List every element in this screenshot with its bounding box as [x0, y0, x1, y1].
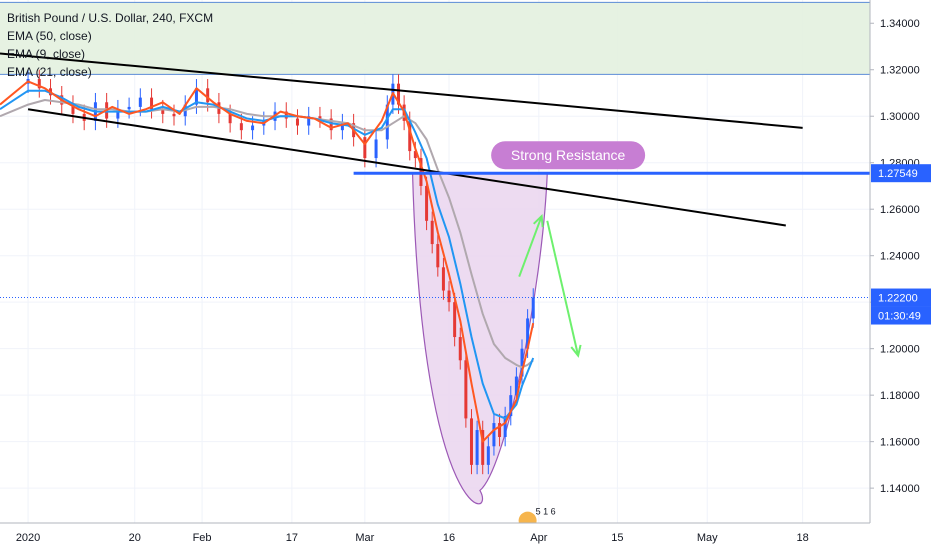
candle-body: [453, 302, 457, 338]
candle-body: [150, 97, 154, 110]
down-arrow-head: [570, 344, 582, 358]
time-tick-label: 20: [129, 532, 141, 544]
candle-body: [464, 360, 468, 419]
time-tick-label: 17: [286, 532, 298, 544]
cup-pattern: [411, 172, 548, 505]
resistance-tag-bg: [871, 164, 931, 183]
up-arrow-head: [533, 214, 544, 228]
countdown-tag-bg: [871, 306, 931, 325]
ema9-line: [0, 80, 535, 443]
candle-body: [503, 416, 507, 437]
candle-body: [295, 118, 299, 126]
candle-body: [509, 395, 513, 417]
candle-body: [116, 109, 120, 119]
supply-zone: [0, 2, 870, 75]
candle-body: [374, 139, 378, 159]
callout-text: Strong Resistance: [511, 147, 626, 163]
candle-body: [318, 116, 322, 119]
price-tick-label: 1.16000: [880, 437, 920, 449]
callout-box: [491, 141, 646, 170]
candle-body: [520, 348, 524, 377]
candle-body: [498, 423, 502, 437]
candle-body: [475, 430, 479, 465]
trendline-upper: [0, 52, 803, 129]
candle-body: [194, 88, 198, 105]
candle-body: [531, 297, 535, 319]
indicator-ema9[interactable]: EMA (9, close): [7, 47, 86, 61]
candle-body: [71, 104, 75, 114]
time-tick-label: 18: [797, 532, 809, 544]
time-tick-label: May: [697, 532, 718, 544]
candle-body: [37, 79, 41, 89]
projection-arrows: [518, 214, 582, 358]
candle-body: [206, 88, 210, 103]
candle-body: [284, 111, 288, 119]
trendline-lower: [27, 108, 786, 227]
price-tick-label: 1.18000: [880, 390, 920, 402]
candle-body: [329, 118, 333, 131]
price-tick-label: 1.20000: [880, 344, 920, 356]
symbol-title[interactable]: British Pound / U.S. Dollar, 240, FXCM: [7, 11, 214, 25]
time-tick-label: 2020: [16, 532, 40, 544]
candle-body: [239, 123, 243, 131]
price-tick-label: 1.30000: [880, 111, 920, 123]
candle-body: [161, 109, 165, 114]
candle-body: [172, 113, 176, 117]
trendlines: [0, 52, 803, 227]
price-tick-label: 1.24000: [880, 251, 920, 263]
candle-body: [486, 446, 490, 465]
time-tick-label: Feb: [193, 532, 212, 544]
watermark-text: 5 1 6: [536, 507, 556, 517]
candle-body: [514, 376, 518, 396]
candle-body: [413, 151, 417, 159]
candle-body: [492, 423, 496, 447]
time-tick-label: Mar: [355, 532, 374, 544]
current-price-tag-text: 1.22200: [878, 293, 918, 305]
chart-legend: British Pound / U.S. Dollar, 240, FXCM E…: [7, 9, 213, 81]
price-tick-label: 1.14000: [880, 483, 920, 495]
candle-body: [481, 430, 485, 465]
indicator-ema50[interactable]: EMA (50, close): [7, 29, 92, 43]
candle-body: [441, 267, 445, 291]
candle-body: [469, 418, 473, 465]
candle-body: [425, 185, 429, 221]
candle-body: [385, 104, 389, 140]
time-axis-panel[interactable]: [0, 523, 870, 550]
candle-body: [458, 337, 462, 361]
candle-body: [408, 120, 412, 152]
ema50-line: [0, 99, 534, 369]
resistance-price-tag: 1.27549: [871, 164, 931, 183]
candle-body: [430, 220, 434, 245]
candle-body: [526, 318, 530, 349]
candle-body: [340, 123, 344, 131]
current-price-tag-bg: [871, 288, 931, 307]
resistance-tag-text: 1.27549: [878, 168, 918, 180]
price-tick-label: 1.34000: [880, 18, 920, 30]
ema21-line: [0, 89, 535, 420]
price-tick-label: 1.32000: [880, 65, 920, 77]
candle-body: [307, 116, 311, 126]
candle-body: [228, 113, 232, 124]
price-axis-panel[interactable]: [870, 0, 932, 523]
strong-resistance-callout[interactable]: Strong Resistance: [491, 141, 646, 170]
candle-body: [363, 137, 367, 159]
candle-body: [447, 290, 451, 303]
time-tick-label: 16: [443, 532, 455, 544]
candle-body: [397, 83, 401, 105]
time-tick-label: Apr: [530, 532, 547, 544]
down-arrow: [546, 220, 580, 356]
current-price-tag: 1.22200 01:30:49: [871, 288, 931, 325]
candle-body: [251, 125, 255, 131]
up-arrow: [518, 215, 543, 277]
candle-body: [138, 97, 142, 107]
time-axis: 2020 20 Feb 17 Mar 16 Apr 15 May 18: [16, 532, 809, 544]
countdown-tag-text: 01:30:49: [878, 311, 921, 323]
ema-lines: [0, 80, 535, 443]
candle-body: [127, 106, 131, 110]
price-tick-label: 1.26000: [880, 204, 920, 216]
indicator-ema21[interactable]: EMA (21, close): [7, 65, 92, 79]
candle-body: [436, 244, 440, 268]
time-tick-label: 15: [611, 532, 623, 544]
